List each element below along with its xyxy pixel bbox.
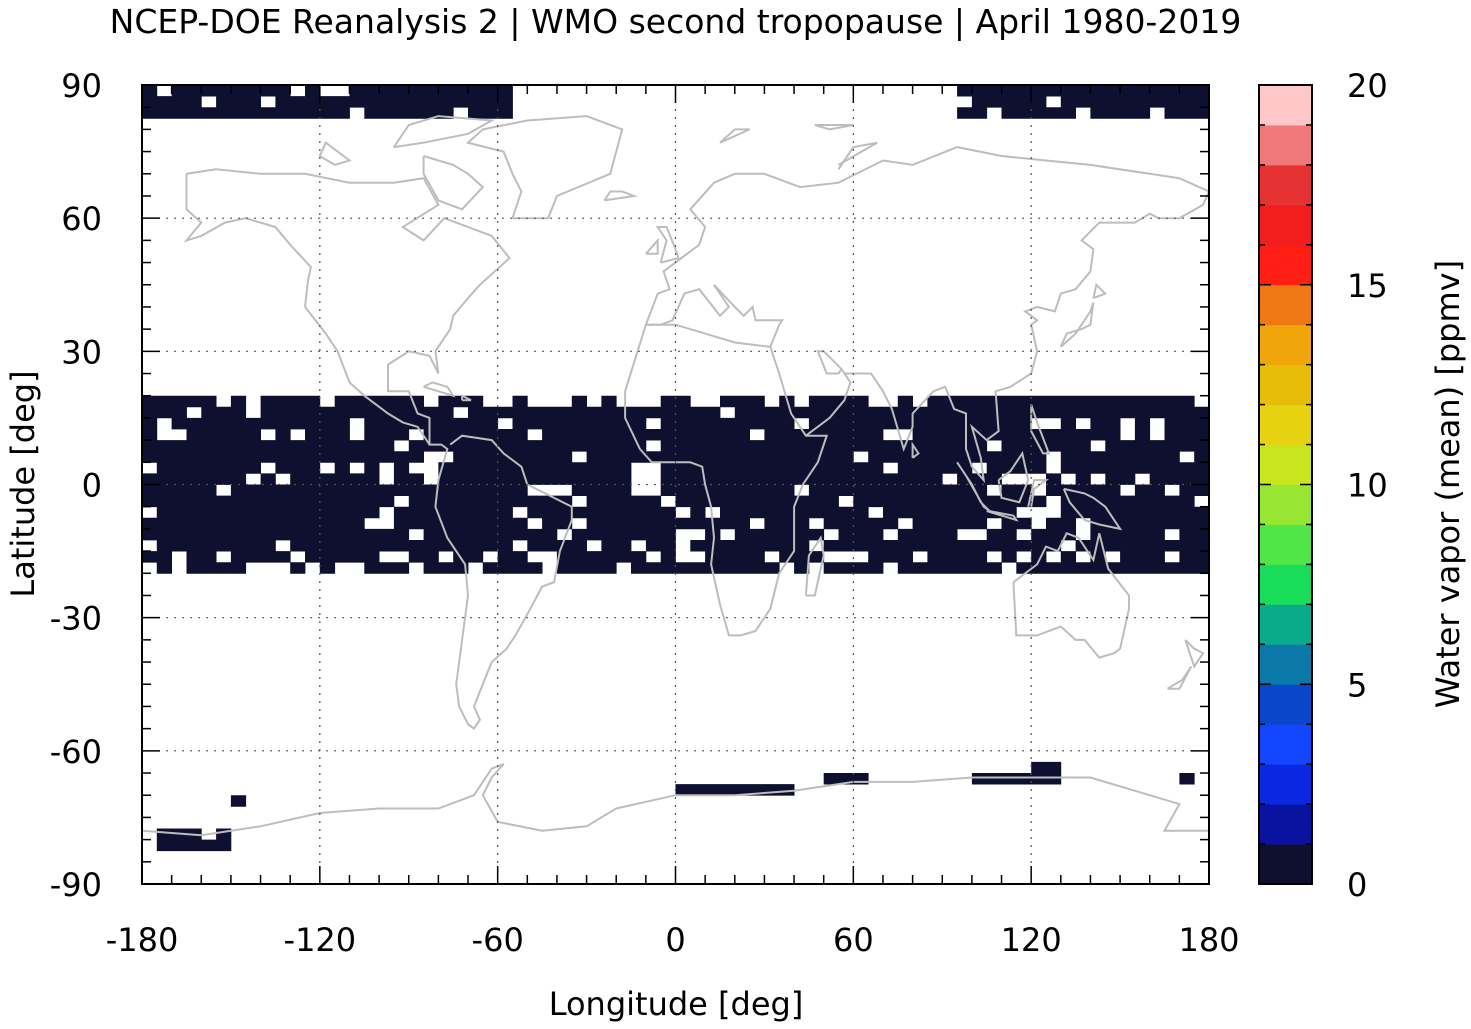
colorbar-swatch <box>1259 404 1312 446</box>
coastline-segment <box>422 155 485 211</box>
colorbar: 0 5 10 15 20 <box>1258 67 1388 904</box>
colorbar-swatch <box>1259 764 1312 805</box>
x-tick-label: 180 <box>1178 921 1239 959</box>
coastline-segment <box>461 394 472 402</box>
colorbar-swatch <box>1259 164 1312 206</box>
coastline-segment <box>814 124 854 131</box>
heatmap-region-tropics <box>142 395 1209 574</box>
colorbar-tick-label: 0 <box>1347 866 1367 904</box>
coastline-segment <box>911 441 920 459</box>
coastlines <box>142 115 1209 837</box>
colorbar-swatch <box>1259 604 1312 645</box>
y-axis-title: Latitude [deg] <box>4 370 42 597</box>
x-tick-label: -180 <box>106 921 179 959</box>
colorbar-swatch <box>1259 324 1312 366</box>
coastline-segment <box>1059 302 1095 348</box>
x-axis-title: Longitude [deg] <box>549 985 804 1023</box>
x-tick-label: 120 <box>1001 921 1062 959</box>
coastline-segment <box>837 141 878 170</box>
colorbar-tick-label: 15 <box>1347 267 1388 305</box>
coastline-segment <box>645 284 785 348</box>
colorbar-swatch <box>1259 724 1312 765</box>
colorbar-swatch <box>1259 524 1312 565</box>
gridlines <box>142 85 1209 884</box>
coastline-segment <box>423 381 456 398</box>
y-tick-label: 60 <box>61 200 102 238</box>
x-tick-label: -60 <box>472 921 524 959</box>
coastline-segment <box>393 115 496 149</box>
coastline-segment <box>1184 639 1205 669</box>
chart-title: NCEP-DOE Reanalysis 2 | WMO second tropo… <box>109 2 1242 41</box>
colorbar-swatch <box>1259 124 1312 166</box>
colorbar-swatch <box>1259 644 1312 685</box>
x-tick-label: 0 <box>665 921 685 959</box>
colorbar-tick-label: 10 <box>1347 467 1388 505</box>
coastline-segment <box>644 146 1209 326</box>
coastline-segment <box>805 350 852 437</box>
y-tick-label: -30 <box>50 600 102 638</box>
colorbar-tick-label: 5 <box>1347 666 1367 704</box>
coastline-segment <box>142 763 1209 837</box>
y-axis: 90 60 30 0 -30 -60 -90 <box>50 67 1209 904</box>
colorbar-swatch <box>1259 684 1312 725</box>
coastline-segment <box>183 173 312 308</box>
coastline-segment <box>304 306 431 446</box>
coastline-segment <box>318 141 352 166</box>
y-tick-label: 30 <box>61 333 102 371</box>
colorbar-swatch <box>1259 85 1312 126</box>
colorbar-swatch <box>1259 284 1312 326</box>
colorbar-swatch <box>1259 564 1312 605</box>
coastline-segment <box>997 450 1030 504</box>
coastline-segment <box>1030 404 1051 455</box>
colorbar-swatch <box>1259 244 1312 286</box>
colorbar-swatch <box>1259 804 1312 845</box>
coastline-segment <box>844 191 1209 484</box>
colorbar-swatch <box>1259 444 1312 485</box>
heatmap-cells <box>142 85 1209 852</box>
coastline-segment <box>645 237 659 255</box>
coastline-segment <box>1062 487 1123 531</box>
x-tick-label: 60 <box>833 921 874 959</box>
colorbar-swatch <box>1259 364 1312 406</box>
coastline-segment <box>465 115 624 220</box>
coastline-segment <box>186 168 573 731</box>
coastline-segment <box>1027 479 1050 507</box>
colorbar-swatch <box>1259 844 1312 885</box>
colorbar-swatch <box>1259 204 1312 246</box>
colorbar-tick-label: 20 <box>1347 67 1388 105</box>
y-tick-label: 90 <box>61 67 102 105</box>
y-tick-label: 0 <box>82 467 102 505</box>
coastline-segment <box>986 510 1019 522</box>
colorbar-swatch <box>1259 484 1312 525</box>
coastline-segment <box>603 190 638 202</box>
coastline-segment <box>719 128 751 144</box>
coastline-segment <box>1166 665 1193 690</box>
y-tick-label: -60 <box>50 733 102 771</box>
colorbar-title: Water vapor (mean) [ppmv] <box>1429 260 1467 708</box>
y-tick-label: -90 <box>50 866 102 904</box>
coastline-segment <box>1012 532 1130 659</box>
x-axis: -180 -120 -60 0 60 120 180 <box>106 85 1240 959</box>
coastline-segment <box>1092 282 1108 300</box>
coastline-segment <box>804 535 825 597</box>
coastline-segment <box>655 226 680 264</box>
x-tick-label: -120 <box>284 921 357 959</box>
